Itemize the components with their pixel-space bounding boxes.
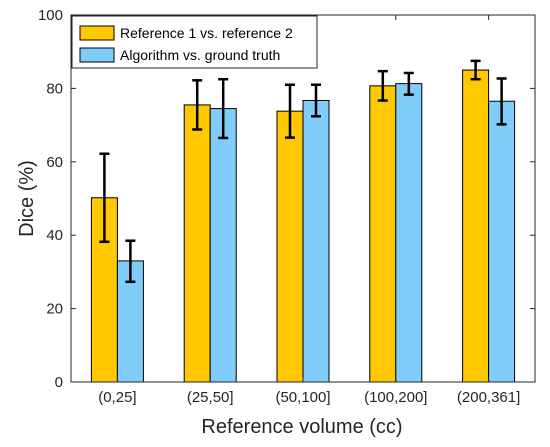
legend-label-algorithm: Algorithm vs. ground truth: [120, 47, 280, 63]
y-tick-label: 100: [38, 7, 63, 24]
legend: Reference 1 vs. reference 2 Algorithm vs…: [71, 15, 318, 69]
bar-s0-1: [183, 104, 211, 383]
y-tick-label: 80: [46, 80, 63, 97]
bar-s1-1: [209, 108, 237, 383]
x-axis: (0,25] (25,50] (50,100] (100,200] (200,361]: [98, 15, 520, 406]
x-axis-title: Reference volume (cc): [201, 416, 402, 438]
bar-s0-3: [369, 85, 397, 383]
bar-s1-2: [302, 100, 330, 383]
x-tick-label: (200,361]: [457, 389, 520, 406]
bar-s0-2: [276, 110, 304, 383]
x-tick-label: (100,200]: [364, 389, 427, 406]
x-tick-label: (0,25]: [98, 389, 136, 406]
x-tick-label: (25,50]: [187, 389, 234, 406]
y-tick-label: 0: [55, 374, 63, 391]
legend-swatch-algorithm: [79, 47, 115, 63]
bar-s1-4: [488, 100, 516, 383]
y-tick-label: 40: [46, 227, 63, 244]
y-axis-title: Dice (%): [16, 160, 38, 237]
bar-s0-4: [462, 69, 490, 383]
bar-s1-3: [395, 83, 423, 383]
bars-layer: [90, 69, 516, 383]
x-tick-label: (50,100]: [275, 389, 330, 406]
legend-label-reference: Reference 1 vs. reference 2: [120, 25, 293, 41]
y-tick-label: 20: [46, 301, 63, 318]
y-axis: 0 20 40 60 80 100: [38, 7, 535, 391]
error-bars-layer: [99, 59, 507, 284]
y-tick-label: 60: [46, 154, 63, 171]
legend-swatch-reference: [79, 25, 115, 41]
